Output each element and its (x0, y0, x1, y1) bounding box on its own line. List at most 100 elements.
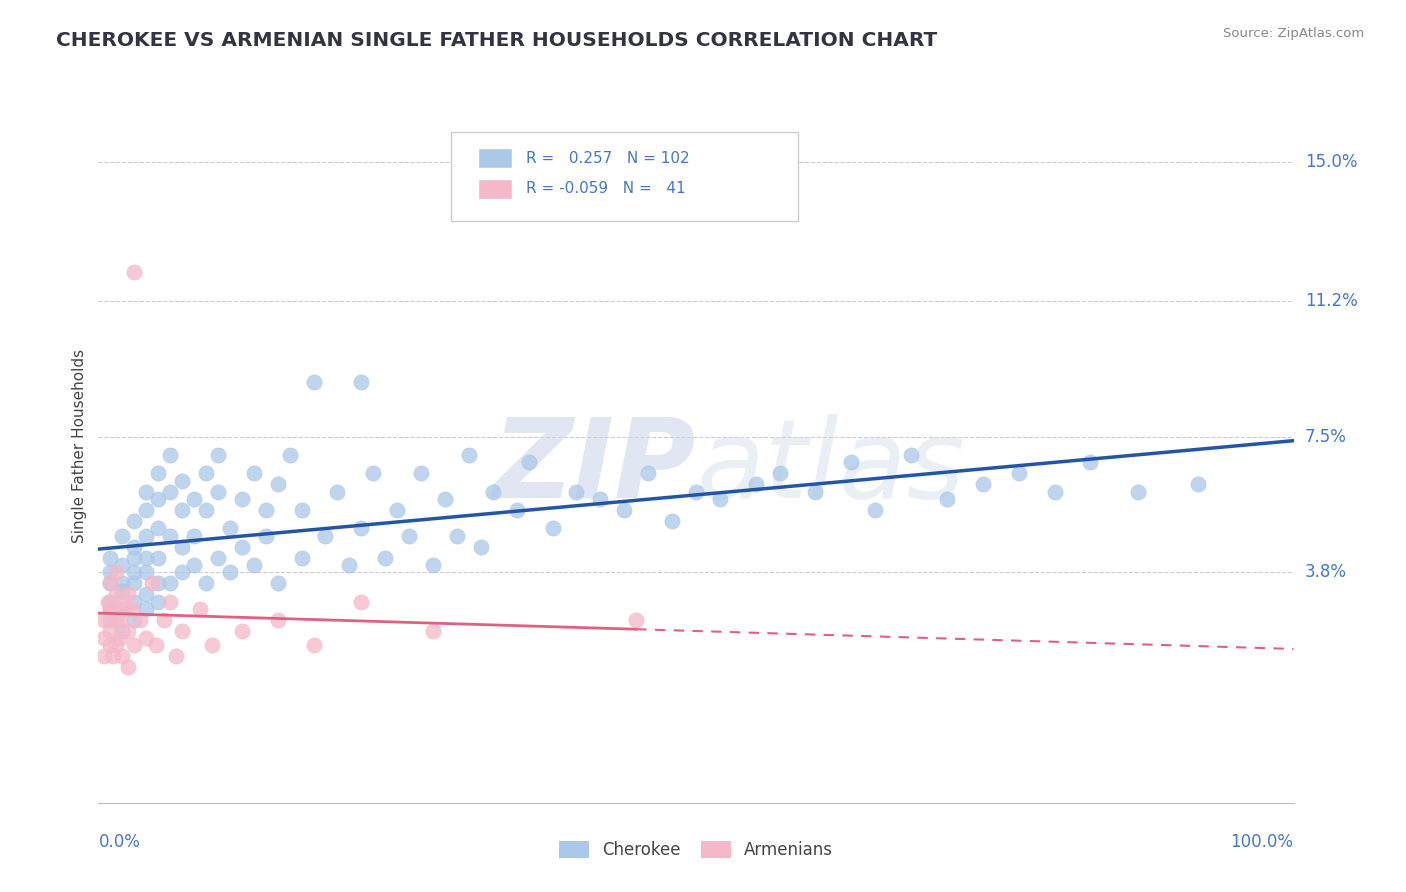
Point (135, 550, 157, 565)
Point (124, 566, 146, 580)
Point (124, 576, 146, 591)
Point (243, 467, 266, 481)
Point (135, 503, 157, 517)
Point (219, 521, 242, 535)
Point (183, 491, 205, 506)
Point (517, 455, 540, 469)
Point (201, 639, 224, 653)
Point (111, 529, 134, 543)
Point (1128, 484, 1150, 499)
Point (117, 624, 139, 638)
Point (98, 624, 122, 638)
Point (172, 503, 194, 517)
Point (422, 624, 444, 638)
Point (135, 566, 157, 580)
Point (207, 550, 229, 565)
Point (1187, 477, 1209, 491)
Point (124, 265, 146, 279)
Point (446, 529, 468, 543)
Point (124, 613, 146, 627)
Point (302, 375, 325, 389)
Point (159, 448, 181, 462)
Point (159, 576, 181, 591)
Point (111, 583, 134, 598)
Point (98, 613, 122, 627)
Point (124, 639, 146, 653)
Point (98, 576, 122, 591)
Point (101, 602, 124, 616)
Point (121, 602, 143, 616)
Text: 7.5%: 7.5% (1305, 428, 1347, 446)
Point (148, 550, 170, 565)
Point (172, 474, 194, 488)
FancyBboxPatch shape (478, 178, 512, 199)
Point (363, 467, 385, 481)
Point (195, 576, 218, 591)
Point (768, 467, 790, 481)
Point (841, 455, 863, 469)
Point (685, 484, 707, 499)
Point (148, 594, 170, 608)
Point (93, 613, 115, 627)
Text: ZIP: ZIP (492, 414, 696, 521)
Point (172, 566, 194, 580)
Point (267, 613, 290, 627)
Point (385, 503, 409, 517)
Point (745, 477, 768, 491)
Point (159, 529, 181, 543)
Point (98, 594, 122, 608)
Point (124, 550, 146, 565)
Point (231, 540, 253, 554)
Point (267, 576, 290, 591)
Point (434, 491, 457, 506)
Point (481, 484, 505, 499)
Point (159, 594, 181, 608)
Y-axis label: Single Father Households: Single Father Households (72, 349, 87, 543)
Point (117, 660, 139, 674)
FancyBboxPatch shape (451, 132, 797, 221)
Point (972, 477, 994, 491)
Point (105, 613, 128, 627)
Point (302, 639, 325, 653)
Point (93, 649, 115, 664)
Legend: Cherokee, Armenians: Cherokee, Armenians (560, 840, 832, 859)
Point (626, 613, 648, 627)
Point (108, 631, 131, 645)
Point (105, 639, 128, 653)
Point (153, 613, 176, 627)
Point (1080, 455, 1102, 469)
Point (195, 503, 218, 517)
Point (350, 375, 373, 389)
Point (183, 529, 205, 543)
Point (267, 477, 290, 491)
Point (148, 576, 170, 591)
Point (135, 529, 157, 543)
Point (541, 521, 564, 535)
Point (148, 491, 170, 506)
Point (183, 558, 205, 572)
Point (709, 491, 731, 506)
Point (93, 631, 115, 645)
Point (1008, 467, 1031, 481)
Point (254, 503, 277, 517)
Text: 15.0%: 15.0% (1305, 153, 1357, 171)
Point (135, 631, 157, 645)
Point (111, 649, 134, 664)
Point (278, 448, 301, 462)
Point (135, 484, 157, 499)
Point (148, 467, 170, 481)
Point (254, 529, 277, 543)
Point (339, 558, 361, 572)
Point (326, 484, 349, 499)
Text: CHEROKEE VS ARMENIAN SINGLE FATHER HOUSEHOLDS CORRELATION CHART: CHEROKEE VS ARMENIAN SINGLE FATHER HOUSE… (56, 31, 938, 50)
Point (207, 448, 229, 462)
Point (98, 602, 122, 616)
Point (148, 521, 170, 535)
Point (98, 576, 122, 591)
Point (506, 503, 529, 517)
Point (315, 529, 337, 543)
Point (900, 448, 922, 462)
Point (637, 467, 659, 481)
Point (1043, 484, 1066, 499)
Point (135, 587, 157, 601)
